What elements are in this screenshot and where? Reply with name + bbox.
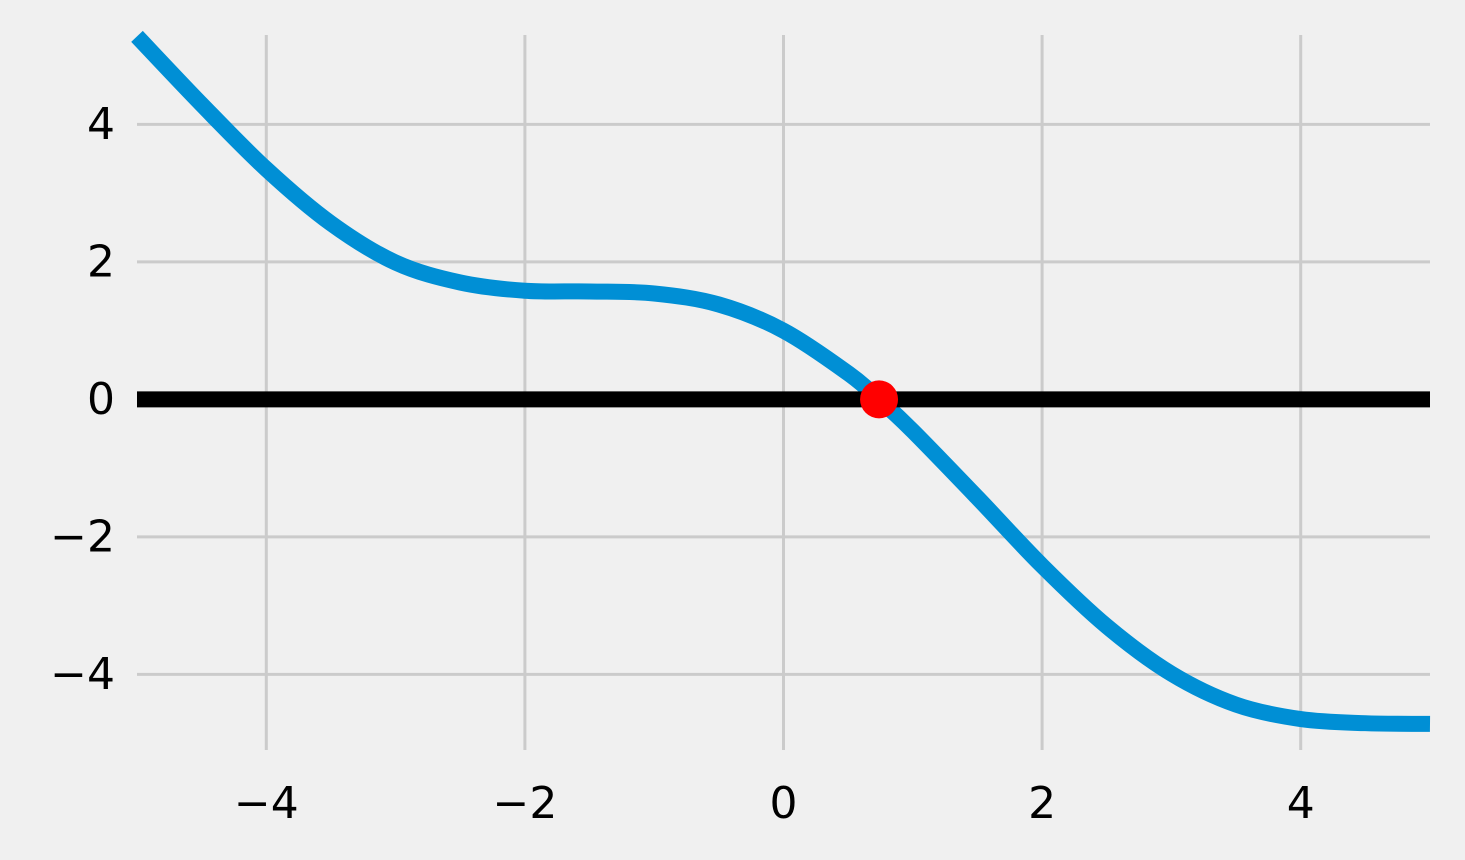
y-tick-label: −2: [50, 511, 115, 562]
x-tick-label: 2: [1028, 778, 1056, 829]
y-axis-tick-labels: −4 −2 0 2 4: [50, 99, 115, 700]
marker-layer: [860, 380, 899, 419]
x-axis-tick-labels: −4 −2 0 2 4: [234, 778, 1315, 829]
x-tick-label: 0: [770, 778, 798, 829]
x-tick-label: −2: [492, 778, 557, 829]
x-tick-label: 4: [1287, 778, 1315, 829]
y-tick-label: 2: [87, 236, 115, 287]
series-curve-line: [131, 30, 1431, 732]
series-layer: [131, 30, 1431, 732]
y-tick-label: 4: [87, 99, 115, 150]
root-point: [860, 380, 899, 419]
x-tick-label: −4: [234, 778, 299, 829]
y-tick-label: 0: [87, 374, 115, 425]
y-tick-label: −4: [50, 649, 115, 700]
